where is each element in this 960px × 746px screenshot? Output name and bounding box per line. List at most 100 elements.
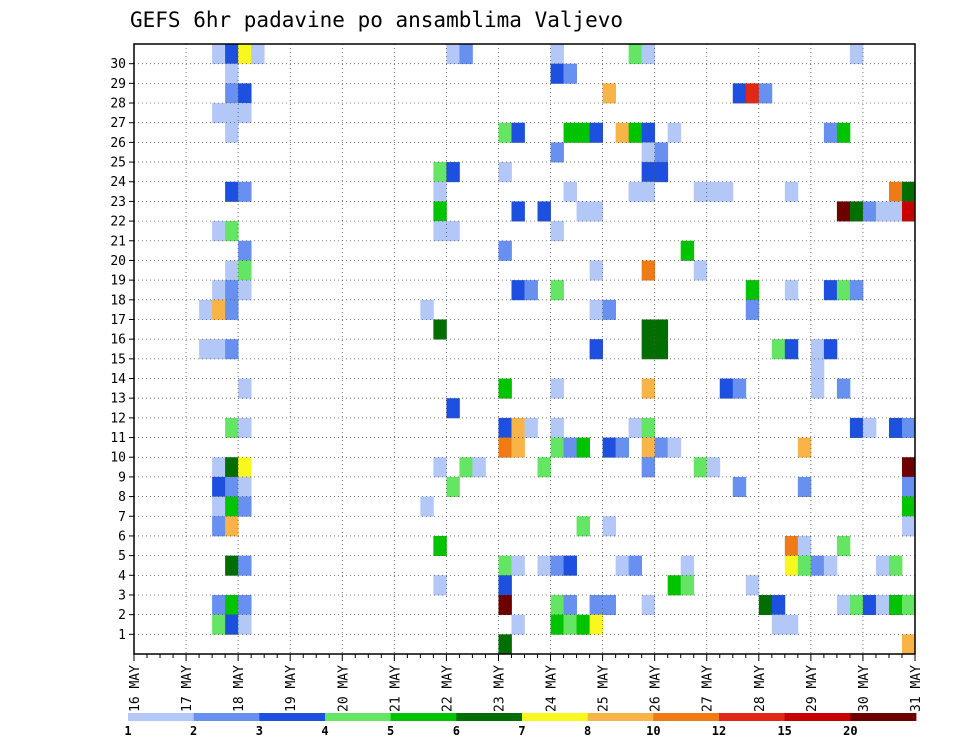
heatmap-cell	[576, 201, 590, 222]
colorbar-swatch	[522, 713, 589, 721]
heatmap-cell	[498, 555, 512, 576]
heatmap-cell	[641, 378, 656, 399]
heatmap-cell	[212, 103, 226, 124]
heatmap-cell	[511, 614, 525, 635]
heatmap-cell	[563, 614, 577, 635]
x-tick-label: 17 MAY	[180, 665, 195, 712]
heatmap-cell	[576, 516, 590, 537]
heatmap-cell	[225, 457, 239, 478]
heatmap-cell	[459, 44, 473, 65]
heatmap-cell	[433, 201, 447, 222]
y-tick-label: 9	[118, 470, 126, 485]
heatmap-cell	[212, 614, 226, 635]
heatmap-cell	[641, 162, 656, 183]
heatmap-cell	[641, 260, 656, 281]
x-axis: 16 MAY 17 MAY 18 MAY 19 MAY 20 MAY 21 MAY 22 M…	[128, 654, 924, 712]
heatmap-cell	[238, 594, 252, 616]
heatmap-cell	[589, 339, 603, 360]
colorbar-swatch	[653, 713, 720, 721]
heatmap-cell	[836, 594, 851, 616]
heatmap-cell	[628, 122, 643, 143]
heatmap-cell	[498, 122, 512, 143]
colorbar-swatch	[193, 713, 260, 721]
heatmap-cell	[225, 44, 239, 65]
colorbar-swatch	[587, 713, 654, 721]
heatmap-cell	[433, 457, 447, 478]
heatmap-cell	[901, 516, 916, 537]
heatmap-cell	[641, 44, 656, 65]
heatmap-cell	[901, 417, 916, 438]
heatmap-cell	[212, 594, 226, 616]
x-tick-label: 21 MAY	[388, 665, 403, 712]
heatmap-cell	[654, 339, 669, 360]
heatmap-cell	[823, 122, 838, 143]
heatmap-cell	[498, 437, 512, 458]
heatmap-cell	[602, 437, 617, 458]
heatmap-cell	[797, 535, 812, 557]
heatmap-cell	[225, 516, 239, 537]
y-tick-label: 13	[110, 392, 126, 407]
heatmap-cell	[784, 614, 799, 635]
colorbar-swatch	[259, 713, 326, 721]
y-tick-label: 30	[110, 57, 126, 72]
heatmap-cell	[212, 44, 226, 65]
heatmap-cell	[849, 280, 864, 301]
heatmap-cell	[550, 614, 564, 635]
heatmap-cell	[225, 594, 239, 616]
y-tick-label: 28	[110, 97, 126, 112]
heatmap-cell	[602, 594, 617, 616]
heatmap-cell	[537, 201, 551, 222]
heatmap-cell	[433, 181, 447, 202]
heatmap-cell	[862, 594, 877, 616]
heatmap-cell	[589, 614, 603, 635]
heatmap-cell	[849, 44, 864, 65]
heatmap-cell	[446, 44, 460, 65]
heatmap-cell	[602, 516, 617, 537]
colorbar-label: 20	[843, 724, 857, 738]
heatmap-cell	[602, 299, 617, 320]
heatmap-cell	[901, 457, 916, 478]
colorbar-label: 12	[712, 724, 726, 738]
heatmap-cell	[576, 122, 590, 143]
heatmap-cell	[628, 417, 643, 438]
heatmap-cell	[693, 181, 708, 202]
y-tick-label: 4	[118, 569, 126, 584]
heatmap-cell	[238, 44, 252, 65]
y-tick-label: 27	[110, 116, 126, 131]
heatmap-cell	[784, 555, 799, 576]
y-tick-label: 17	[110, 313, 126, 328]
heatmap-cell	[641, 339, 656, 360]
colorbar: 1 2 3 4 5 6 7 8 10 12 15 20	[124, 713, 917, 738]
heatmap-cell	[784, 181, 799, 202]
x-tick-label: 26 MAY	[649, 665, 664, 712]
heatmap-cell	[667, 437, 682, 458]
heatmap-cell	[836, 122, 851, 143]
heatmap-cell	[238, 378, 252, 399]
heatmap-cell	[238, 496, 252, 517]
y-axis: 1234567891011121314151617181920212223242…	[110, 57, 134, 643]
heatmap-cell	[693, 260, 708, 281]
heatmap-cell	[225, 555, 239, 576]
heatmap-cell	[537, 555, 551, 576]
heatmap-cell	[433, 575, 447, 596]
heatmap-cell	[225, 476, 239, 497]
heatmap-cell	[745, 280, 760, 301]
heatmap-cell	[875, 201, 890, 222]
heatmap-cell	[732, 476, 747, 497]
y-tick-label: 25	[110, 156, 126, 171]
heatmap-cell	[628, 555, 643, 576]
y-tick-label: 14	[110, 372, 126, 387]
heatmap-cell	[667, 122, 682, 143]
heatmap-cell	[446, 221, 460, 242]
heatmap-cell	[849, 594, 864, 616]
colorbar-label: 15	[777, 724, 791, 738]
heatmap-cell	[641, 417, 656, 438]
heatmap-cell	[758, 83, 773, 104]
heatmap-cell	[251, 44, 265, 65]
heatmap-cell	[199, 299, 213, 320]
heatmap-cell	[836, 535, 851, 557]
heatmap-cell	[641, 319, 656, 340]
heatmap-cell	[498, 634, 512, 655]
heatmap-cell	[797, 476, 812, 497]
colorbar-swatch	[128, 713, 195, 721]
